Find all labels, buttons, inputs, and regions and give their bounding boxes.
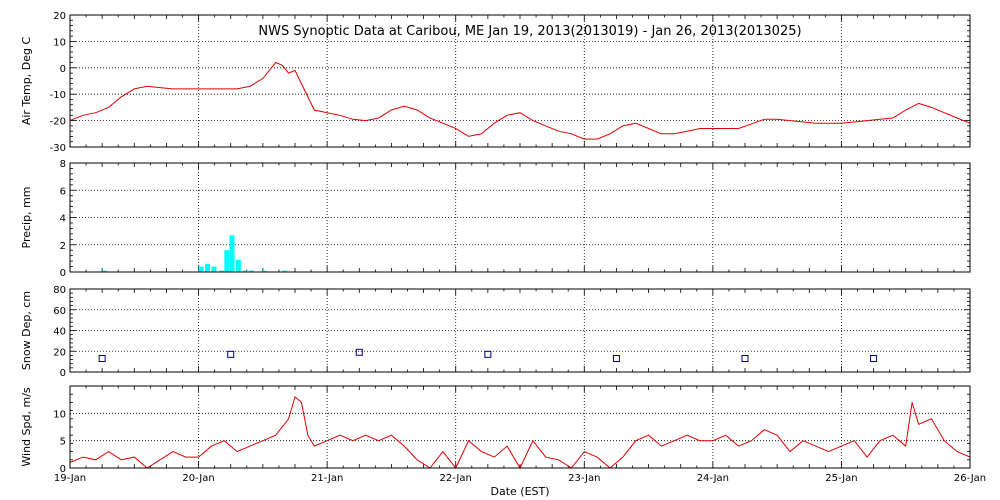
snow-depth-point [741, 355, 749, 363]
precip-bar [282, 270, 288, 273]
panel-frame [69, 288, 971, 373]
panel-wind_speed: 0 5 10 Wind Spd, m/s [20, 385, 971, 475]
y-tick-label: 40 [53, 327, 66, 338]
x-tick-label: 24-Jan [697, 473, 729, 484]
y-tick-label: 2 [60, 241, 66, 252]
panel-frame [69, 162, 971, 273]
y-tick-label: 0 [60, 368, 66, 379]
precip-bar [102, 270, 108, 273]
precip-bar [219, 270, 225, 273]
snow-depth-point [355, 348, 363, 356]
x-tick-label: 20-Jan [182, 473, 214, 484]
snow-depth-point [870, 355, 878, 363]
y-tick-label: 20 [53, 11, 66, 22]
snow-depth-point [612, 355, 620, 363]
x-tick-label: 19-Jan [54, 473, 86, 484]
y-tick-label: 20 [53, 347, 66, 358]
x-tick-label: 23-Jan [568, 473, 600, 484]
y-axis-title: Air Temp, Deg C [20, 37, 33, 126]
y-tick-label: 80 [53, 285, 66, 296]
chart-title: NWS Synoptic Data at Caribou, ME Jan 19,… [258, 24, 801, 39]
panel-precip: 0 2 4 6 8 Precip, mm [20, 159, 971, 279]
panel-snow_depth: 0 20 40 60 80 Snow Dep, cm [20, 285, 971, 379]
y-tick-label: -20 [50, 117, 66, 128]
precip-bar [198, 266, 204, 272]
panel-frame [69, 385, 971, 469]
precip-bar [211, 266, 217, 272]
panel-air_temp: -30 -20 -10 0 10 20 Air Temp, Deg C [20, 11, 971, 154]
y-tick-label: 10 [53, 37, 66, 48]
y-tick-label: 6 [60, 186, 66, 197]
precip-bar [205, 263, 211, 272]
x-tick-label: 21-Jan [311, 473, 343, 484]
snow-depth-point [227, 350, 235, 358]
precip-bar [242, 270, 248, 273]
y-tick-label: 0 [60, 464, 66, 475]
snow-depth-point [484, 350, 492, 358]
precip-bar [229, 235, 235, 272]
precip-bar [261, 270, 267, 273]
precip-bar [248, 270, 254, 273]
x-tick-label: 26-Jan [954, 473, 986, 484]
y-tick-label: 60 [53, 306, 66, 317]
x-tick-label: 22-Jan [440, 473, 472, 484]
y-tick-label: 5 [60, 437, 66, 448]
y-tick-label: -10 [50, 90, 66, 101]
x-axis-title: Date (EST) [490, 485, 549, 498]
series-line-air_temp [69, 61, 971, 140]
y-axis-title: Wind Spd, m/s [20, 387, 33, 467]
y-tick-label: 10 [53, 409, 66, 420]
snow-depth-point [98, 355, 106, 363]
panel-frame [69, 14, 971, 148]
x-tick-label: 25-Jan [825, 473, 857, 484]
y-axis-title: Snow Dep, cm [20, 291, 33, 370]
y-tick-label: 4 [60, 214, 66, 225]
y-axis-title: Precip, mm [20, 187, 33, 249]
series-line-wind_speed [69, 396, 971, 470]
y-tick-label: 0 [60, 268, 66, 279]
precip-bar [235, 259, 241, 272]
y-tick-label: 8 [60, 159, 66, 170]
y-tick-label: -30 [50, 143, 66, 154]
precip-bar [224, 250, 230, 272]
y-tick-label: 0 [60, 64, 66, 75]
